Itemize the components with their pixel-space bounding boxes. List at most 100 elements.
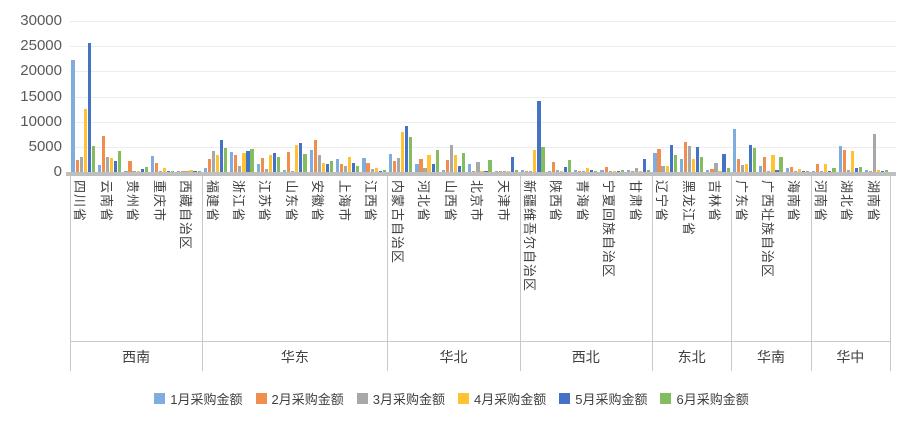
bar-广东省-3月采购金额[interactable] (740, 165, 745, 172)
bar-安徽省-4月采购金额[interactable] (321, 162, 325, 172)
bar-海南省-6月采购金额[interactable] (805, 170, 810, 172)
bar-上海市-5月采购金额[interactable] (352, 162, 356, 172)
bar-青海省-1月采购金额[interactable] (574, 170, 578, 172)
bar-北京市-1月采购金额[interactable] (468, 164, 472, 172)
bar-内蒙古自治区-3月采购金额[interactable] (396, 157, 401, 172)
bar-广西壮族自治区-4月采购金额[interactable] (771, 154, 775, 172)
bar-湖北省-2月采购金额[interactable] (842, 149, 846, 172)
bar-山东省-6月采购金额[interactable] (303, 154, 307, 172)
bar-浙江省-3月采购金额[interactable] (238, 166, 242, 172)
bar-内蒙古自治区-4月采购金额[interactable] (401, 131, 405, 172)
bar-湖南省-5月采购金额[interactable] (881, 170, 885, 172)
bar-河北省-1月采购金额[interactable] (415, 164, 419, 172)
bar-吉林省-1月采购金额[interactable] (706, 170, 710, 172)
legend-item[interactable]: 3月采购金额 (356, 389, 445, 408)
bar-江西省-5月采购金额[interactable] (378, 170, 382, 172)
bar-江苏省-2月采购金额[interactable] (260, 157, 264, 172)
bar-天津市-4月采购金额[interactable] (506, 171, 511, 172)
bar-广西壮族自治区-5月采购金额[interactable] (775, 169, 779, 172)
bar-陕西省-1月采购金额[interactable] (547, 170, 551, 172)
bar-四川省-5月采购金额[interactable] (87, 42, 91, 172)
bar-湖北省-5月采购金额[interactable] (854, 168, 858, 172)
bar-江西省-4月采购金额[interactable] (374, 168, 378, 172)
bar-陕西省-3月采购金额[interactable] (555, 170, 559, 172)
gridline[interactable] (70, 121, 896, 123)
bar-福建省-2月采购金额[interactable] (207, 159, 211, 172)
bar-广东省-5月采购金额[interactable] (748, 144, 753, 172)
bar-四川省-6月采购金额[interactable] (91, 145, 95, 172)
bar-宁夏回族自治区-2月采购金额[interactable] (604, 166, 608, 172)
bar-云南省-6月采购金额[interactable] (118, 150, 122, 172)
bar-西藏自治区-3月采购金额[interactable] (185, 170, 189, 172)
bar-贵州省-2月采购金额[interactable] (128, 160, 132, 172)
bar-海南省-2月采购金额[interactable] (789, 167, 793, 172)
bar-湖南省-2月采购金额[interactable] (869, 170, 873, 172)
bar-安徽省-2月采购金额[interactable] (313, 140, 317, 172)
bar-河北省-6月采购金额[interactable] (435, 149, 439, 172)
bar-北京市-3月采购金额[interactable] (476, 162, 480, 172)
bar-青海省-4月采购金额[interactable] (586, 167, 590, 172)
bar-浙江省-4月采购金额[interactable] (242, 153, 246, 172)
bar-安徽省-3月采购金额[interactable] (317, 155, 321, 172)
legend-item[interactable]: 5月采购金额 (559, 389, 647, 408)
bar-云南省-3月采购金额[interactable] (106, 156, 110, 172)
bar-广东省-2月采购金额[interactable] (736, 158, 740, 172)
bar-山西省-2月采购金额[interactable] (445, 159, 450, 172)
gridline[interactable] (70, 21, 896, 22)
bar-福建省-6月采购金额[interactable] (223, 148, 228, 172)
bar-重庆市-2月采购金额[interactable] (154, 163, 159, 172)
bar-广东省-6月采购金额[interactable] (752, 147, 757, 172)
bar-四川省-4月采购金额[interactable] (83, 108, 87, 172)
bar-西藏自治区-6月采购金额[interactable] (197, 171, 201, 172)
bar-浙江省-5月采购金额[interactable] (246, 150, 250, 172)
bar-广东省-1月采购金额[interactable] (732, 128, 736, 172)
bar-北京市-6月采购金额[interactable] (488, 159, 492, 172)
bar-内蒙古自治区-2月采购金额[interactable] (392, 160, 397, 172)
bar-江苏省-6月采购金额[interactable] (276, 157, 281, 172)
bar-四川省-3月采购金额[interactable] (79, 157, 83, 172)
bar-江西省-1月采购金额[interactable] (362, 157, 366, 172)
legend-item[interactable]: 6月采购金额 (660, 389, 749, 408)
bar-湖北省-4月采购金额[interactable] (850, 150, 854, 172)
bar-江西省-6月采购金额[interactable] (382, 169, 386, 172)
bar-重庆市-6月采购金额[interactable] (171, 171, 175, 172)
bar-新疆维吾尔自治区-5月采购金额[interactable] (537, 100, 541, 172)
bar-宁夏回族自治区-4月采购金额[interactable] (612, 171, 616, 172)
bar-江苏省-5月采购金额[interactable] (272, 152, 277, 172)
bar-山东省-1月采购金额[interactable] (283, 169, 287, 172)
legend-item[interactable]: 2月采购金额 (255, 389, 344, 408)
bar-安徽省-5月采购金额[interactable] (325, 164, 329, 172)
bar-吉林省-3月采购金额[interactable] (714, 163, 718, 172)
bar-云南省-2月采购金额[interactable] (101, 135, 106, 172)
bar-浙江省-2月采购金额[interactable] (234, 155, 238, 172)
bar-山东省-4月采购金额[interactable] (295, 145, 299, 172)
bar-吉林省-5月采购金额[interactable] (722, 153, 726, 172)
bar-海南省-3月采购金额[interactable] (793, 170, 797, 172)
bar-上海市-1月采购金额[interactable] (335, 158, 340, 172)
bar-黑龙江省-5月采购金额[interactable] (696, 147, 700, 172)
bar-海南省-4月采购金额[interactable] (797, 169, 801, 172)
bar-黑龙江省-3月采购金额[interactable] (687, 145, 692, 172)
bar-海南省-1月采购金额[interactable] (785, 167, 789, 172)
bar-福建省-3月采购金额[interactable] (211, 150, 216, 172)
bar-新疆维吾尔自治区-6月采购金额[interactable] (541, 146, 545, 172)
bar-北京市-5月采购金额[interactable] (484, 170, 488, 172)
bar-新疆维吾尔自治区-3月采购金额[interactable] (529, 171, 533, 172)
bar-天津市-3月采购金额[interactable] (502, 170, 506, 172)
bar-辽宁省-1月采购金额[interactable] (653, 152, 657, 172)
bar-江苏省-1月采购金额[interactable] (256, 164, 260, 172)
bar-贵州省-1月采购金额[interactable] (124, 170, 128, 172)
bar-河南省-3月采购金额[interactable] (820, 170, 824, 172)
bar-宁夏回族自治区-5月采购金额[interactable] (616, 170, 620, 172)
bar-吉林省-6月采购金额[interactable] (726, 167, 730, 172)
bar-上海市-2月采购金额[interactable] (340, 164, 344, 172)
bar-广东省-4月采购金额[interactable] (744, 163, 749, 172)
bar-河北省-2月采购金额[interactable] (419, 159, 423, 172)
bar-湖北省-3月采购金额[interactable] (846, 169, 850, 172)
bar-湖南省-1月采购金额[interactable] (864, 170, 869, 172)
bar-江西省-2月采购金额[interactable] (366, 163, 370, 172)
bar-西藏自治区-5月采购金额[interactable] (193, 171, 197, 172)
bar-河北省-4月采购金额[interactable] (427, 154, 431, 172)
bar-湖南省-4月采购金额[interactable] (877, 170, 881, 172)
bar-山西省-6月采购金额[interactable] (462, 153, 466, 172)
